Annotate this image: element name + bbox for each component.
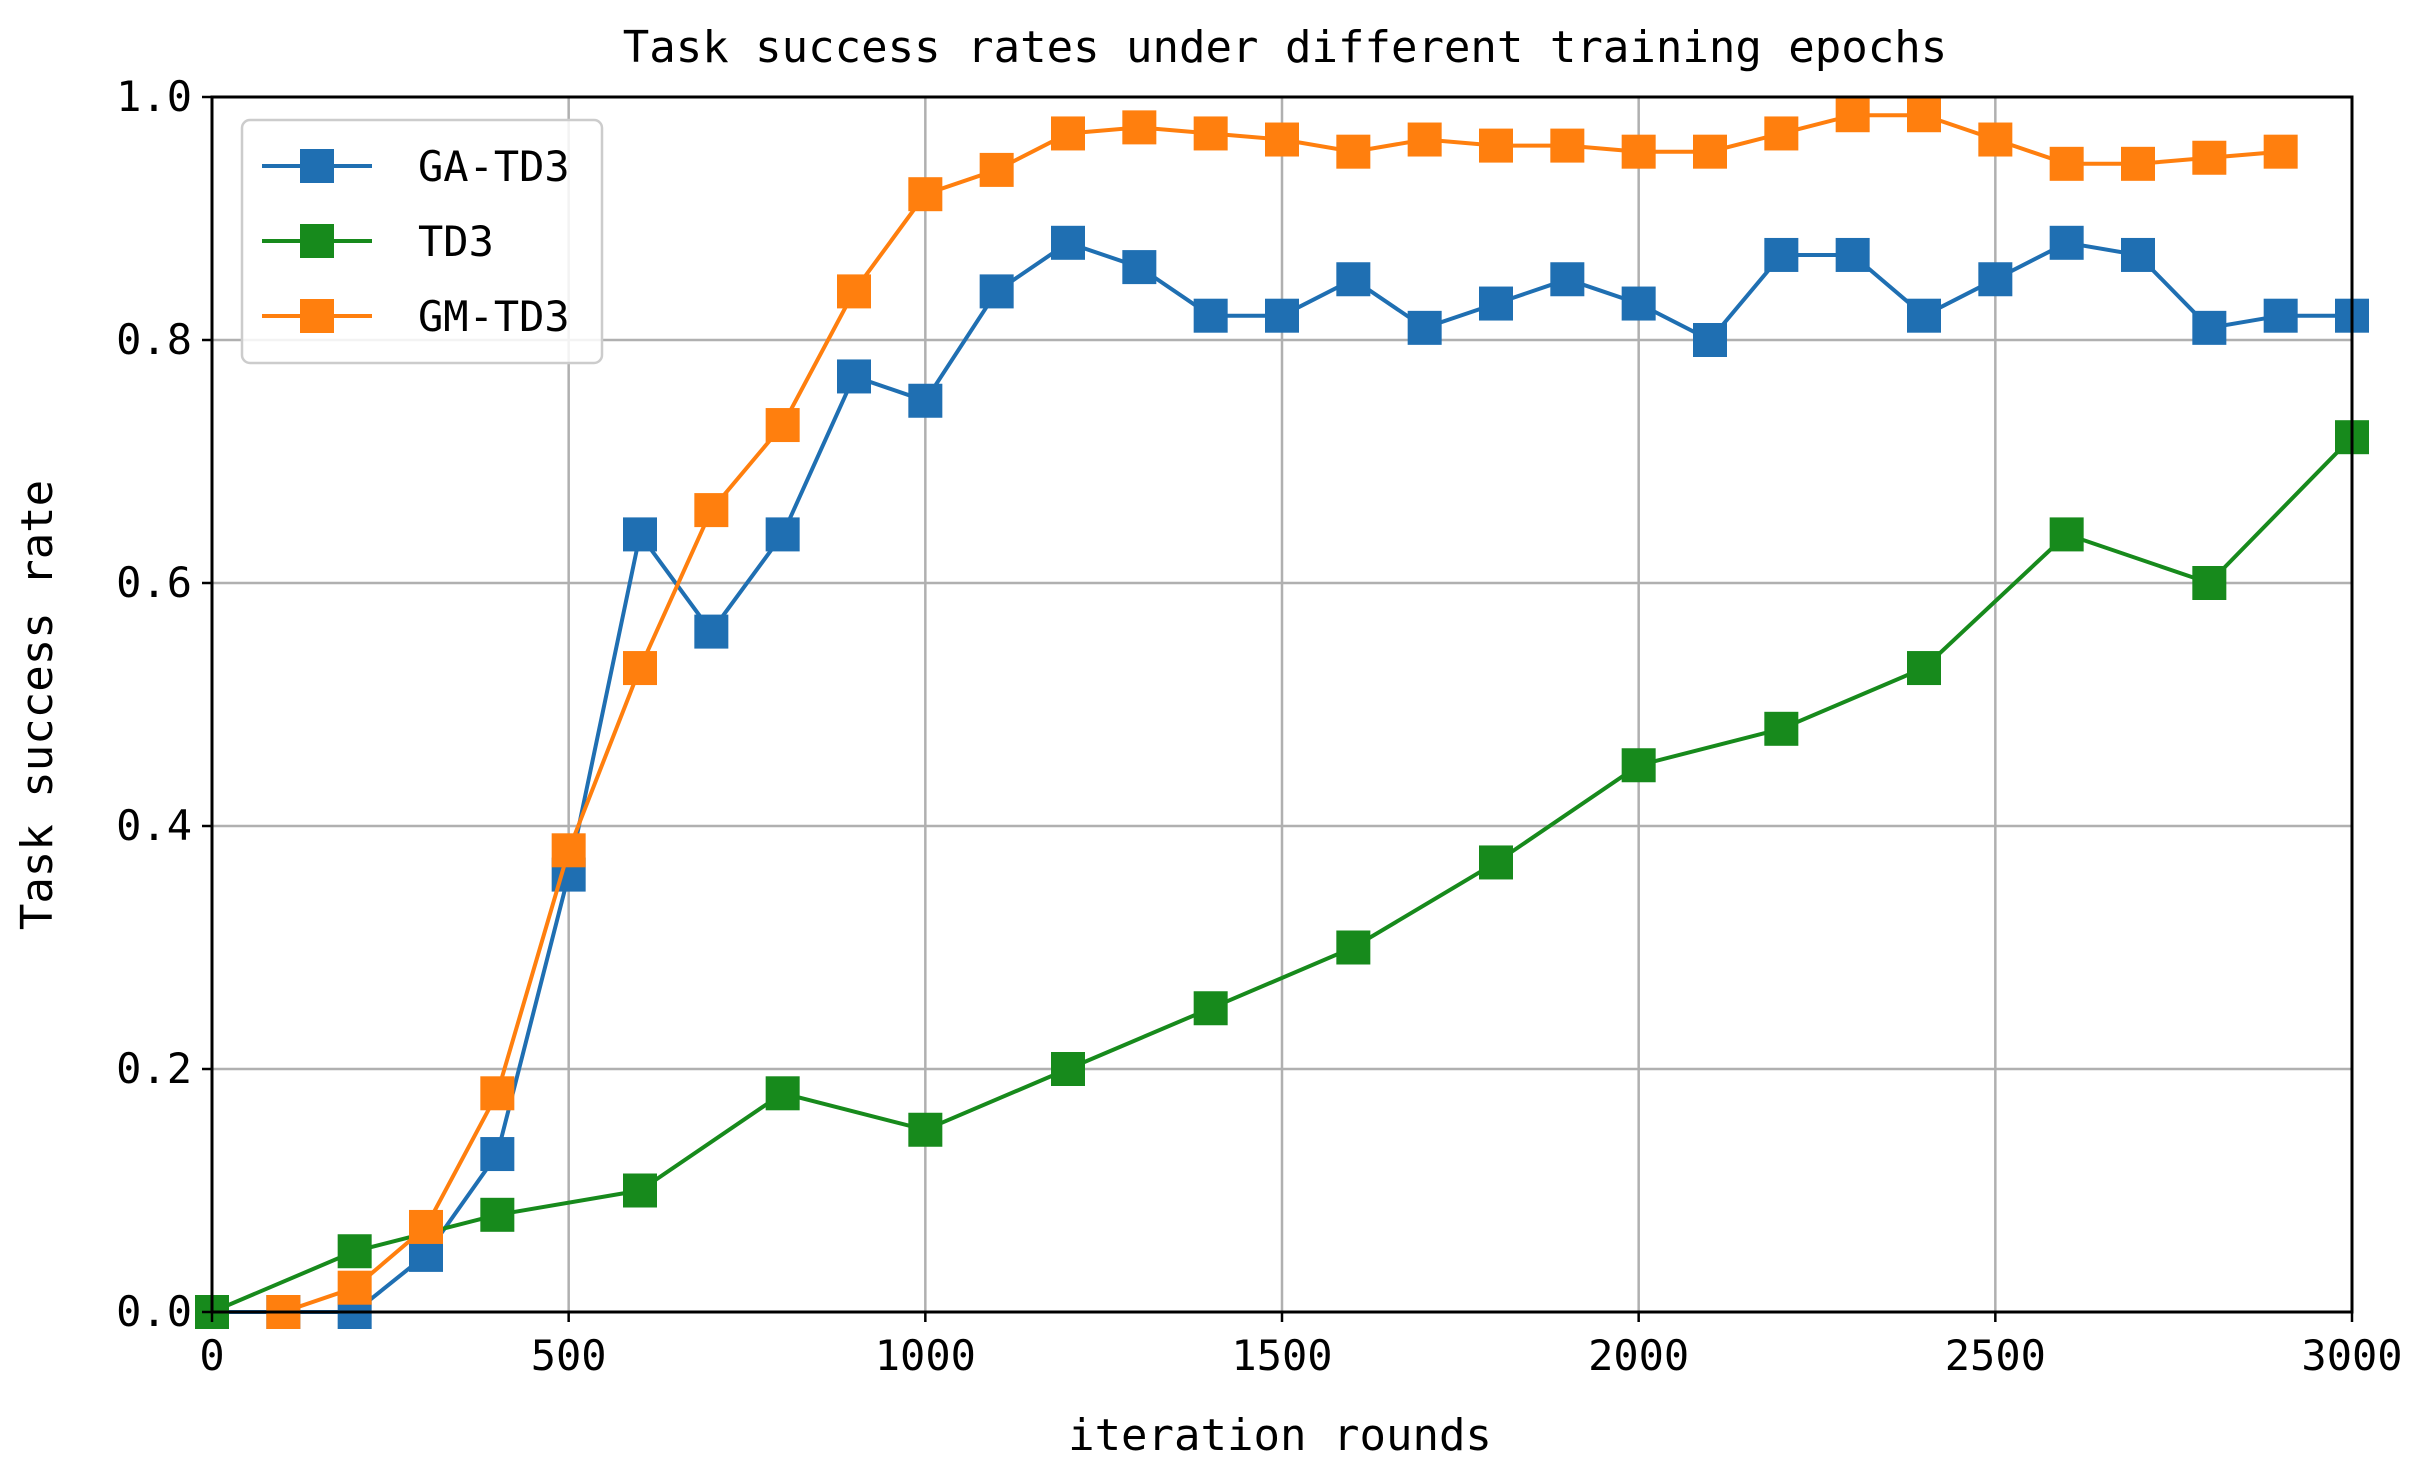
legend-marker-gm-td3 bbox=[300, 299, 334, 333]
data-point-gm-td3 bbox=[1764, 116, 1799, 151]
data-point-ga-td3 bbox=[1265, 298, 1299, 333]
data-point-ga-td3 bbox=[1550, 262, 1585, 297]
data-point-gm-td3 bbox=[1193, 116, 1228, 151]
data-point-gm-td3 bbox=[694, 493, 729, 528]
data-point-td3 bbox=[337, 1234, 372, 1269]
data-point-ga-td3 bbox=[1479, 286, 1513, 321]
y-tick-label: 0.6 bbox=[116, 558, 192, 607]
data-point-ga-td3 bbox=[1051, 225, 1085, 260]
data-point-gm-td3 bbox=[1336, 134, 1371, 169]
x-tick-label: 1500 bbox=[1231, 1331, 1332, 1380]
data-point-gm-td3 bbox=[1051, 116, 1085, 151]
data-point-td3 bbox=[1479, 845, 1513, 880]
series-layer bbox=[195, 98, 2369, 1329]
y-tick-label: 1.0 bbox=[116, 72, 192, 121]
data-point-td3 bbox=[765, 1076, 800, 1111]
axis-ticks: 0 500 1000 1500 2000 2500 3000 0.0 0.2 0.4 0.6 0.8 1… bbox=[116, 72, 2402, 1380]
data-point-td3 bbox=[623, 1173, 657, 1208]
data-point-td3 bbox=[908, 1112, 943, 1147]
x-tick-label: 3000 bbox=[2301, 1331, 2402, 1380]
data-point-gm-td3 bbox=[2121, 146, 2155, 181]
data-point-gm-td3 bbox=[337, 1270, 372, 1305]
legend-label-gm-td3: GM-TD3 bbox=[418, 292, 570, 341]
data-point-td3 bbox=[2192, 566, 2227, 600]
data-point-gm-td3 bbox=[623, 651, 657, 686]
data-point-ga-td3 bbox=[908, 383, 943, 418]
data-point-gm-td3 bbox=[1835, 98, 1870, 133]
data-point-ga-td3 bbox=[1407, 310, 1442, 345]
legend-marker-td3 bbox=[300, 224, 334, 258]
y-axis-label: Task success rate bbox=[12, 480, 63, 930]
x-tick-label: 1000 bbox=[875, 1331, 976, 1380]
data-point-ga-td3 bbox=[623, 517, 657, 552]
data-point-ga-td3 bbox=[1621, 286, 1656, 321]
data-point-ga-td3 bbox=[2192, 310, 2227, 345]
data-point-gm-td3 bbox=[979, 152, 1014, 187]
data-point-gm-td3 bbox=[837, 274, 871, 309]
y-tick-label: 0.8 bbox=[116, 315, 192, 364]
data-point-td3 bbox=[480, 1197, 515, 1232]
data-point-gm-td3 bbox=[551, 833, 586, 868]
data-point-gm-td3 bbox=[908, 177, 943, 212]
data-point-ga-td3 bbox=[480, 1137, 515, 1172]
y-tick-label: 0.4 bbox=[116, 801, 192, 850]
data-point-ga-td3 bbox=[765, 517, 800, 552]
data-point-ga-td3 bbox=[1693, 323, 1727, 357]
data-point-ga-td3 bbox=[1193, 298, 1228, 333]
data-point-gm-td3 bbox=[1621, 134, 1656, 169]
y-tick-label: 0.0 bbox=[116, 1287, 192, 1336]
data-point-gm-td3 bbox=[2049, 146, 2084, 181]
data-point-gm-td3 bbox=[409, 1209, 443, 1244]
x-axis-label: iteration rounds bbox=[1068, 1410, 1492, 1461]
data-point-ga-td3 bbox=[1336, 262, 1371, 297]
data-point-gm-td3 bbox=[1978, 122, 2013, 157]
data-point-gm-td3 bbox=[480, 1076, 515, 1111]
data-point-ga-td3 bbox=[1907, 298, 1941, 333]
data-point-ga-td3 bbox=[979, 274, 1014, 309]
data-point-td3 bbox=[1764, 711, 1799, 746]
data-point-td3 bbox=[1051, 1052, 1085, 1086]
data-point-gm-td3 bbox=[765, 408, 800, 443]
y-tick-label: 0.2 bbox=[116, 1044, 192, 1093]
data-point-ga-td3 bbox=[837, 359, 871, 394]
x-tick-label: 500 bbox=[531, 1331, 607, 1380]
data-point-ga-td3 bbox=[1978, 262, 2013, 297]
data-point-gm-td3 bbox=[1693, 134, 1727, 169]
x-tick-label: 0 bbox=[199, 1331, 224, 1380]
legend: GA-TD3 TD3 GM-TD3 bbox=[240, 118, 604, 365]
data-point-ga-td3 bbox=[2263, 298, 2298, 333]
data-point-td3 bbox=[1336, 930, 1371, 965]
data-point-gm-td3 bbox=[1479, 128, 1513, 163]
data-point-td3 bbox=[2049, 517, 2084, 552]
legend-label-ga-td3: GA-TD3 bbox=[418, 142, 570, 191]
data-point-td3 bbox=[1907, 651, 1941, 686]
data-point-gm-td3 bbox=[2192, 140, 2227, 175]
data-point-gm-td3 bbox=[1907, 98, 1941, 133]
data-point-ga-td3 bbox=[1122, 250, 1157, 285]
legend-label-td3: TD3 bbox=[418, 217, 494, 266]
data-point-gm-td3 bbox=[1265, 122, 1299, 157]
x-tick-label: 2500 bbox=[1945, 1331, 2046, 1380]
series-td3 bbox=[195, 420, 2369, 1329]
data-point-td3 bbox=[1621, 748, 1656, 783]
data-point-gm-td3 bbox=[1122, 110, 1157, 145]
data-point-ga-td3 bbox=[1835, 237, 1870, 272]
data-point-td3 bbox=[1193, 991, 1228, 1026]
data-point-gm-td3 bbox=[2263, 134, 2298, 169]
data-point-ga-td3 bbox=[2049, 225, 2084, 260]
chart-title: Task success rates under different train… bbox=[623, 22, 1948, 73]
data-point-gm-td3 bbox=[1550, 128, 1585, 163]
data-point-ga-td3 bbox=[2121, 237, 2155, 272]
data-point-ga-td3 bbox=[694, 614, 729, 649]
x-tick-label: 2000 bbox=[1588, 1331, 1689, 1380]
legend-marker-ga-td3 bbox=[300, 149, 334, 183]
data-point-gm-td3 bbox=[1407, 122, 1442, 157]
series-line-td3 bbox=[211, 435, 2354, 1314]
data-point-ga-td3 bbox=[1764, 237, 1799, 272]
